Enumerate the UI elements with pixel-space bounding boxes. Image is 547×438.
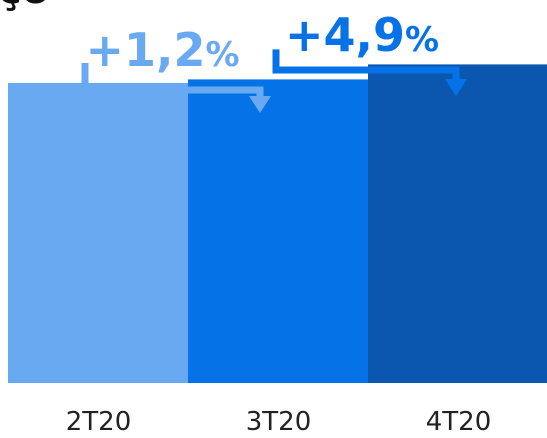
growth-label-1: +1,2% xyxy=(85,23,239,77)
growth-value: +1,2 xyxy=(85,23,205,77)
bar-4t20 xyxy=(368,64,547,384)
bar-3t20 xyxy=(188,79,369,384)
x-tick-label: 4T20 xyxy=(426,407,492,434)
chart-title-fragment: ço xyxy=(0,0,49,10)
x-tick-label: 2T20 xyxy=(66,407,132,434)
growth-arrowhead-1 xyxy=(249,96,271,113)
growth-arrowhead-2 xyxy=(445,79,467,96)
x-tick-label: 3T20 xyxy=(246,407,312,434)
bar-2t20 xyxy=(8,83,189,383)
growth-unit: % xyxy=(405,20,439,60)
growth-bracket-2 xyxy=(272,49,460,82)
growth-bracket-1 xyxy=(81,63,264,99)
growth-value: +4,9 xyxy=(285,8,405,62)
growth-unit: % xyxy=(205,35,239,75)
growth-label-2: +4,9% xyxy=(285,8,439,62)
